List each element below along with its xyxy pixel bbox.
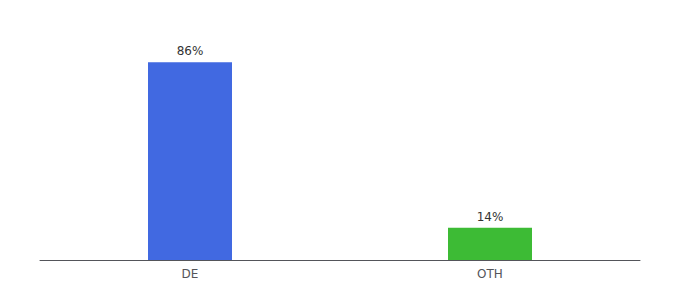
svg-text:OTH: OTH xyxy=(477,267,503,281)
svg-text:14%: 14% xyxy=(477,210,504,224)
svg-text:86%: 86% xyxy=(177,44,204,58)
svg-text:DE: DE xyxy=(182,267,199,281)
